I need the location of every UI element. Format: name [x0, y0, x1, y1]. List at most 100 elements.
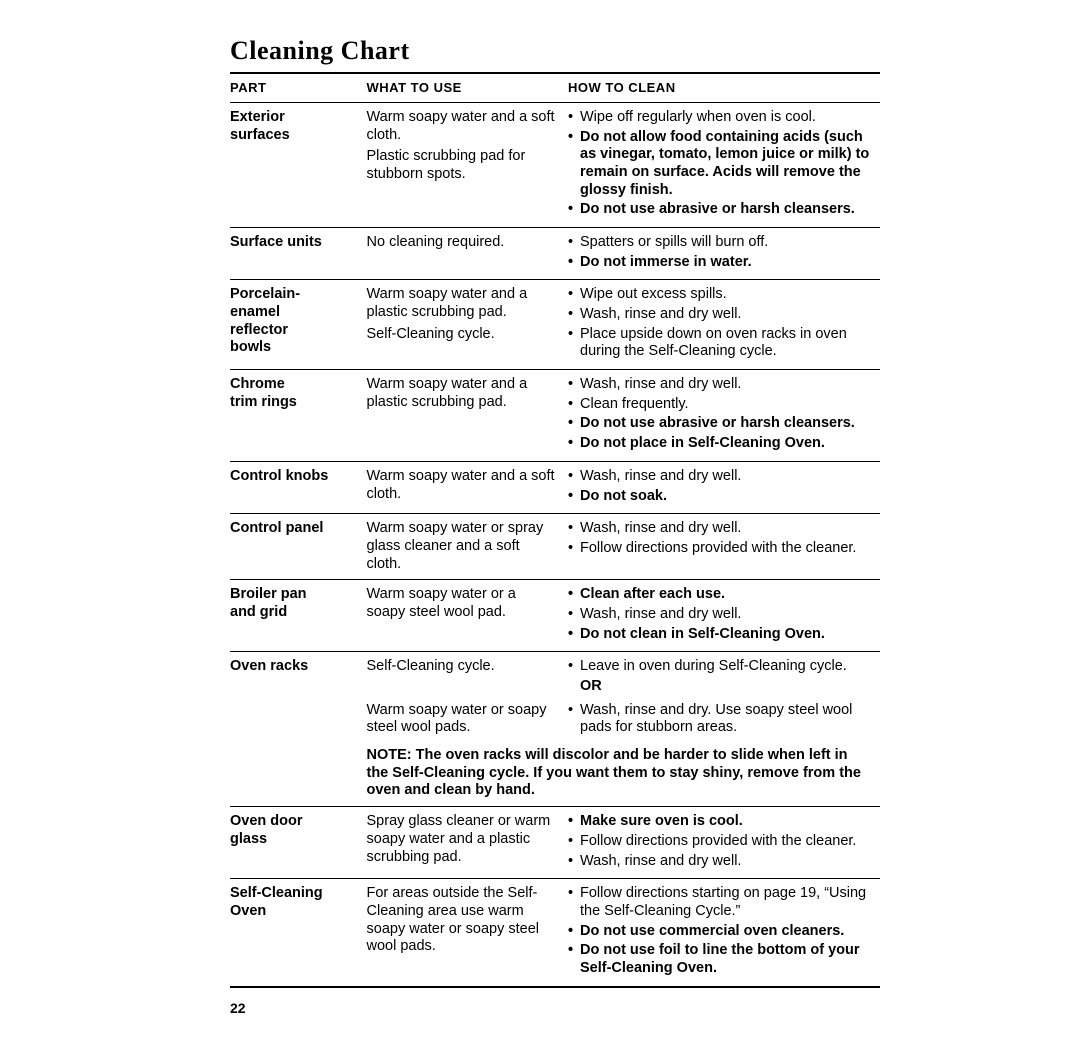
cell-how: Follow directions starting on page 19, “…: [568, 879, 880, 987]
what-text: Warm soapy water and a soft cloth.: [367, 109, 559, 144]
how-item: Wash, rinse and dry. Use soapy steel woo…: [568, 702, 870, 737]
cell-what: Warm soapy water and a plastic scrubbing…: [367, 370, 569, 462]
cell-how: Wash, rinse and dry well. Follow directi…: [568, 514, 880, 580]
part-line: Self-Cleaning: [230, 885, 323, 901]
table-row: Surface units No cleaning required. Spat…: [230, 227, 880, 279]
cell-how: Leave in oven during Self-Cleaning cycle…: [568, 652, 880, 702]
part-line: Porcelain-: [230, 286, 300, 302]
cell-part: Broiler pan and grid: [230, 580, 367, 652]
how-item: Do not use abrasive or harsh cleansers.: [568, 415, 870, 433]
how-item: Do not place in Self-Cleaning Oven.: [568, 435, 870, 453]
part-line: Broiler pan: [230, 586, 307, 602]
cell-part: Exterior surfaces: [230, 102, 367, 227]
cell-part: Surface units: [230, 227, 367, 279]
how-item: Clean after each use.: [568, 586, 870, 604]
how-item: Place upside down on oven racks in oven …: [568, 326, 870, 361]
part-line: enamel: [230, 304, 280, 320]
how-item: Spatters or spills will burn off.: [568, 234, 870, 252]
cell-what: Warm soapy water or spray glass cleaner …: [367, 514, 569, 580]
header-part: PART: [230, 73, 367, 102]
part-line: Oven racks: [230, 658, 308, 674]
cell-how: Make sure oven is cool. Follow direction…: [568, 807, 880, 879]
part-line: bowls: [230, 339, 271, 355]
table-row: Control panel Warm soapy water or spray …: [230, 514, 880, 580]
cell-part: Self-Cleaning Oven: [230, 879, 367, 987]
cell-part: Oven door glass: [230, 807, 367, 879]
header-what: WHAT TO USE: [367, 73, 569, 102]
cell-part: Chrome trim rings: [230, 370, 367, 462]
part-line: Control panel: [230, 520, 323, 536]
how-item: Wash, rinse and dry well.: [568, 520, 870, 538]
cell-what: Spray glass cleaner or warm soapy water …: [367, 807, 569, 879]
cell-what: No cleaning required.: [367, 227, 569, 279]
how-item: Do not use foil to line the bottom of yo…: [568, 942, 870, 977]
page-title: Cleaning Chart: [230, 36, 880, 66]
page-number: 22: [230, 1000, 880, 1016]
cell-how: Wash, rinse and dry. Use soapy steel woo…: [568, 702, 880, 745]
how-item: Clean frequently.: [568, 396, 870, 414]
part-line: Exterior: [230, 109, 285, 125]
how-item: Follow directions provided with the clea…: [568, 833, 870, 851]
part-line: surfaces: [230, 127, 290, 143]
table-row: Broiler pan and grid Warm soapy water or…: [230, 580, 880, 652]
what-text: Plastic scrubbing pad for stubborn spots…: [367, 148, 559, 183]
cell-how: Wipe off regularly when oven is cool. Do…: [568, 102, 880, 227]
or-label: OR: [568, 678, 870, 696]
table-row: Warm soapy water or soapy steel wool pad…: [230, 702, 880, 745]
what-text: Warm soapy water and a plastic scrubbing…: [367, 286, 559, 321]
how-item: Do not soak.: [568, 488, 870, 506]
cell-what: Warm soapy water and a soft cloth. Plast…: [367, 102, 569, 227]
cell-part: Porcelain- enamel reflector bowls: [230, 280, 367, 370]
table-row: Exterior surfaces Warm soapy water and a…: [230, 102, 880, 227]
part-line: reflector: [230, 322, 288, 338]
note-cell: NOTE: The oven racks will discolor and b…: [367, 745, 881, 807]
table-row: Control knobs Warm soapy water and a sof…: [230, 461, 880, 513]
cell-what: Warm soapy water and a soft cloth.: [367, 461, 569, 513]
how-item: Do not allow food containing acids (such…: [568, 129, 870, 200]
how-item: Wash, rinse and dry well.: [568, 606, 870, 624]
how-item: Wash, rinse and dry well.: [568, 468, 870, 486]
how-item: Wipe out excess spills.: [568, 286, 870, 304]
how-item: Do not use abrasive or harsh cleansers.: [568, 201, 870, 219]
cell-what: Warm soapy water or soapy steel wool pad…: [367, 702, 569, 745]
table-row: Porcelain- enamel reflector bowls Warm s…: [230, 280, 880, 370]
how-item: Wash, rinse and dry well.: [568, 376, 870, 394]
how-item: Follow directions starting on page 19, “…: [568, 885, 870, 920]
part-line: trim rings: [230, 394, 297, 410]
cell-how: Wash, rinse and dry well. Do not soak.: [568, 461, 880, 513]
how-item: Wash, rinse and dry well.: [568, 853, 870, 871]
how-item: Leave in oven during Self-Cleaning cycle…: [568, 658, 870, 676]
how-item: Make sure oven is cool.: [568, 813, 870, 831]
part-line: Chrome: [230, 376, 285, 392]
what-text: Self-Cleaning cycle.: [367, 326, 559, 344]
part-line: Oven door: [230, 813, 303, 829]
cell-part: Control knobs: [230, 461, 367, 513]
cell-what: Warm soapy water or a soapy steel wool p…: [367, 580, 569, 652]
table-row-note: NOTE: The oven racks will discolor and b…: [230, 745, 880, 807]
cell-what: For areas outside the Self-Cleaning area…: [367, 879, 569, 987]
part-line: and grid: [230, 604, 287, 620]
how-item: Wash, rinse and dry well.: [568, 306, 870, 324]
cell-how: Wipe out excess spills. Wash, rinse and …: [568, 280, 880, 370]
table-row: Oven racks Self-Cleaning cycle. Leave in…: [230, 652, 880, 702]
table-row: Self-Cleaning Oven For areas outside the…: [230, 879, 880, 987]
cell-what: Self-Cleaning cycle.: [367, 652, 569, 702]
how-item: Follow directions provided with the clea…: [568, 540, 870, 558]
cell-what: Warm soapy water and a plastic scrubbing…: [367, 280, 569, 370]
table-row: Chrome trim rings Warm soapy water and a…: [230, 370, 880, 462]
note-body: The oven racks will discolor and be hard…: [367, 747, 861, 798]
how-item: Do not clean in Self-Cleaning Oven.: [568, 626, 870, 644]
how-item: Do not use commercial oven cleaners.: [568, 923, 870, 941]
how-item: Wipe off regularly when oven is cool.: [568, 109, 870, 127]
how-item: Do not immerse in water.: [568, 254, 870, 272]
cleaning-chart-table: PART WHAT TO USE HOW TO CLEAN Exterior s…: [230, 72, 880, 988]
part-line: Surface units: [230, 234, 322, 250]
note-lead: NOTE:: [367, 747, 412, 763]
part-line: glass: [230, 831, 267, 847]
cell-how: Spatters or spills will burn off. Do not…: [568, 227, 880, 279]
header-how: HOW TO CLEAN: [568, 73, 880, 102]
cell-how: Clean after each use. Wash, rinse and dr…: [568, 580, 880, 652]
part-line: Control knobs: [230, 468, 328, 484]
table-row: Oven door glass Spray glass cleaner or w…: [230, 807, 880, 879]
part-line: Oven: [230, 903, 266, 919]
